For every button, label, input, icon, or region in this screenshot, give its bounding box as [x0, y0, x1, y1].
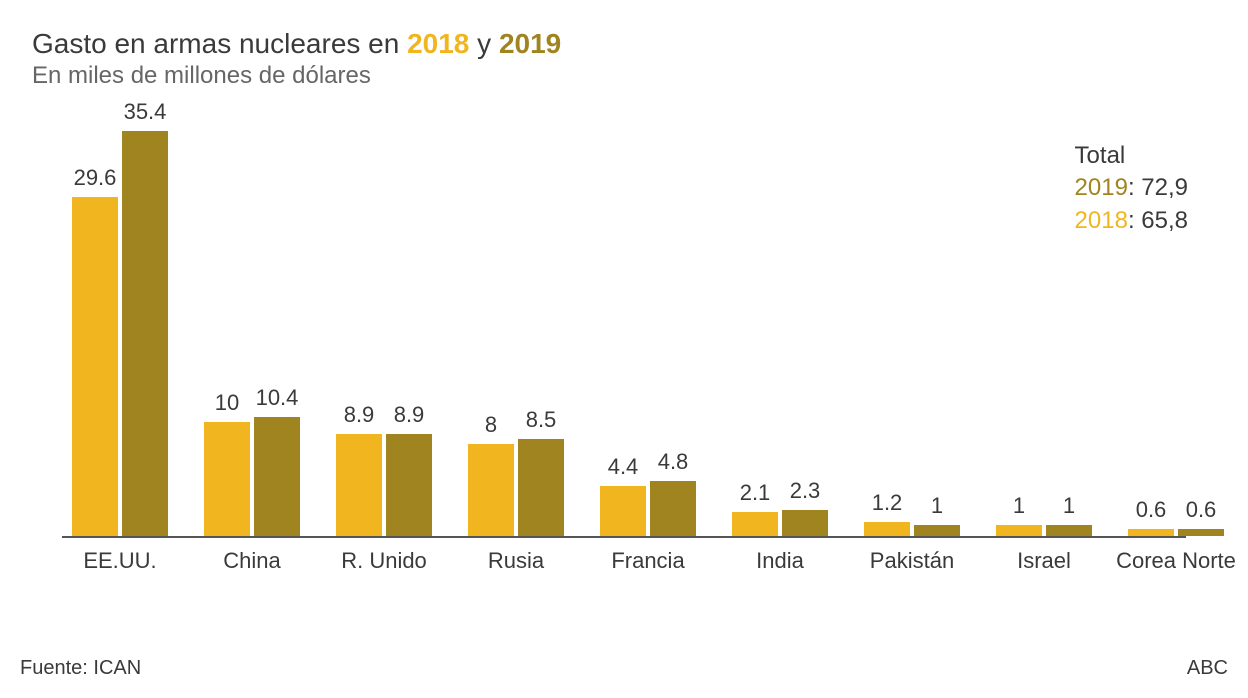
source-label: Fuente:: [20, 657, 93, 679]
bar-2018: 8.9: [336, 434, 382, 536]
bar-value-label: 0.6: [1136, 497, 1167, 523]
bar-value-label: 8: [485, 412, 497, 438]
title-year-2019: 2019: [499, 28, 561, 59]
bar-2019: 1: [914, 525, 960, 536]
footer: Fuente: ICAN ABC: [20, 657, 1228, 680]
totals-year-2018: 2018: [1075, 207, 1128, 234]
x-axis-label: Corea Norte: [1116, 548, 1236, 574]
x-axis-label: India: [756, 548, 804, 574]
bar-2019: 4.8: [650, 481, 696, 536]
bar-2018: 2.1: [732, 512, 778, 536]
bar-value-label: 8.5: [526, 407, 557, 433]
x-axis-label: Rusia: [488, 548, 544, 574]
bar-value-label: 1: [1063, 493, 1075, 519]
totals-value-2018: 65,8: [1141, 207, 1188, 234]
bar-2019: 0.6: [1178, 529, 1224, 536]
chart-area: 29.635.4EE.UU.1010.4China8.98.9R. Unido8…: [62, 126, 1186, 586]
bar-2018: 29.6: [72, 197, 118, 536]
totals-box: Total 2019: 72,9 2018: 65,8: [1075, 140, 1188, 237]
bar-2019: 10.4: [254, 417, 300, 536]
bar-group: 8.98.9: [336, 434, 432, 536]
totals-year-2019: 2019: [1075, 174, 1128, 201]
bar-value-label: 2.1: [740, 480, 771, 506]
bar-value-label: 8.9: [394, 402, 425, 428]
bar-2018: 10: [204, 422, 250, 536]
bar-value-label: 4.4: [608, 454, 639, 480]
x-axis-label: Israel: [1017, 548, 1071, 574]
title-prefix: Gasto en armas nucleares en: [32, 28, 407, 59]
bar-value-label: 35.4: [124, 99, 167, 125]
totals-line-2019: 2019: 72,9: [1075, 172, 1188, 204]
chart-title: Gasto en armas nucleares en 2018 y 2019: [32, 28, 1216, 60]
bar-group: 2.12.3: [732, 510, 828, 536]
bar-value-label: 1.2: [872, 490, 903, 516]
bar-value-label: 8.9: [344, 402, 375, 428]
bar-value-label: 10: [215, 390, 239, 416]
bar-value-label: 4.8: [658, 449, 689, 475]
totals-value-2019: 72,9: [1141, 174, 1188, 201]
bar-2018: 4.4: [600, 486, 646, 536]
bar-value-label: 1: [931, 493, 943, 519]
bar-value-label: 0.6: [1186, 497, 1217, 523]
bar-2018: 0.6: [1128, 529, 1174, 536]
totals-label: Total: [1075, 140, 1188, 172]
title-year-2018: 2018: [407, 28, 469, 59]
bar-2019: 8.5: [518, 439, 564, 536]
bar-2019: 2.3: [782, 510, 828, 536]
totals-line-2018: 2018: 65,8: [1075, 205, 1188, 237]
bar-2018: 8: [468, 444, 514, 536]
source: Fuente: ICAN: [20, 657, 141, 680]
source-value: ICAN: [93, 657, 141, 679]
x-axis-label: Francia: [611, 548, 684, 574]
bar-group: 1.21: [864, 522, 960, 536]
bar-value-label: 1: [1013, 493, 1025, 519]
bar-group: 88.5: [468, 439, 564, 536]
bar-2019: 8.9: [386, 434, 432, 536]
bar-2018: 1.2: [864, 522, 910, 536]
bar-group: 29.635.4: [72, 131, 168, 536]
title-mid: y: [469, 28, 499, 59]
bar-2019: 35.4: [122, 131, 168, 536]
bar-group: 1010.4: [204, 417, 300, 536]
x-axis-label: China: [223, 548, 280, 574]
x-axis-label: Pakistán: [870, 548, 954, 574]
bar-group: 11: [996, 525, 1092, 536]
bar-2019: 1: [1046, 525, 1092, 536]
bar-value-label: 29.6: [74, 165, 117, 191]
bar-value-label: 2.3: [790, 478, 821, 504]
bar-group: 4.44.8: [600, 481, 696, 536]
x-axis-label: R. Unido: [341, 548, 427, 574]
x-axis-label: EE.UU.: [83, 548, 156, 574]
brand: ABC: [1187, 657, 1228, 680]
chart-subtitle: En miles de millones de dólares: [32, 62, 1216, 90]
bar-2018: 1: [996, 525, 1042, 536]
chart-plot: 29.635.4EE.UU.1010.4China8.98.9R. Unido8…: [62, 126, 1186, 538]
bar-value-label: 10.4: [256, 385, 299, 411]
bar-group: 0.6 0.6: [1128, 529, 1224, 536]
